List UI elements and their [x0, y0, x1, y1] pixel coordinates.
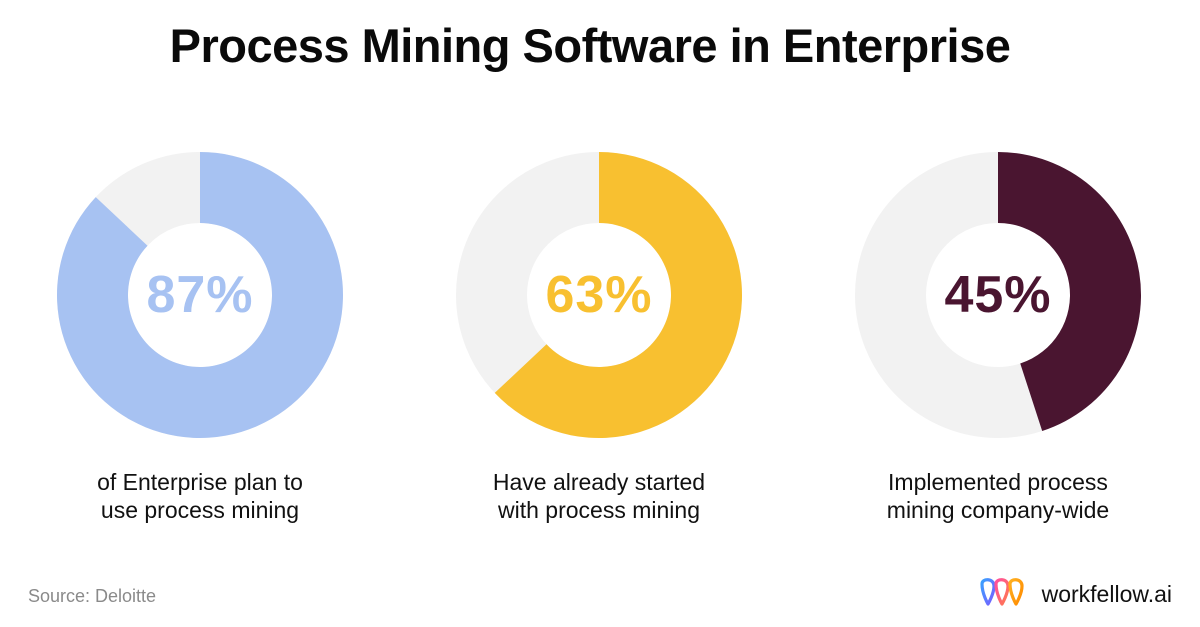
caption-1: of Enterprise plan to use process mining [30, 468, 370, 524]
donut-segment-3 [998, 152, 1141, 432]
donut-segment-2 [494, 152, 742, 438]
percent-label-3: 45% [944, 266, 1052, 324]
brand-name: workfellow.ai [1041, 580, 1172, 607]
workfellow-logo-icon [980, 578, 1024, 606]
caption-3: Implemented process mining company-wide [828, 468, 1168, 524]
percent-label-1: 87% [146, 266, 254, 324]
donut-card-2: 63% Have already started with process mi… [429, 150, 769, 530]
donut-card-1: 87% of Enterprise plan to use process mi… [30, 150, 370, 530]
caption-2-line-1: Have already started [492, 469, 706, 495]
donut-chart-1 [56, 152, 343, 438]
caption-2: Have already started with process mining [429, 468, 769, 524]
donut-segment-1 [56, 152, 343, 438]
caption-2-line-2: with process mining [498, 497, 700, 523]
brand: workfellow.ai [978, 574, 1172, 614]
caption-1-line-2: use process mining [100, 497, 300, 523]
donut-chart-3 [855, 152, 1141, 438]
source-note: Source: Deloitte [28, 586, 157, 606]
donut-chart-2 [456, 152, 742, 438]
page-title: Process Mining Software in Enterprise [169, 19, 1011, 72]
caption-3-line-1: Implemented process [888, 469, 1108, 495]
donut-card-3: 45% Implemented process mining company-w… [828, 150, 1168, 530]
caption-3-line-2: mining company-wide [886, 497, 1110, 523]
caption-1-line-1: of Enterprise plan to [97, 469, 303, 495]
percent-label-2: 63% [545, 266, 653, 324]
